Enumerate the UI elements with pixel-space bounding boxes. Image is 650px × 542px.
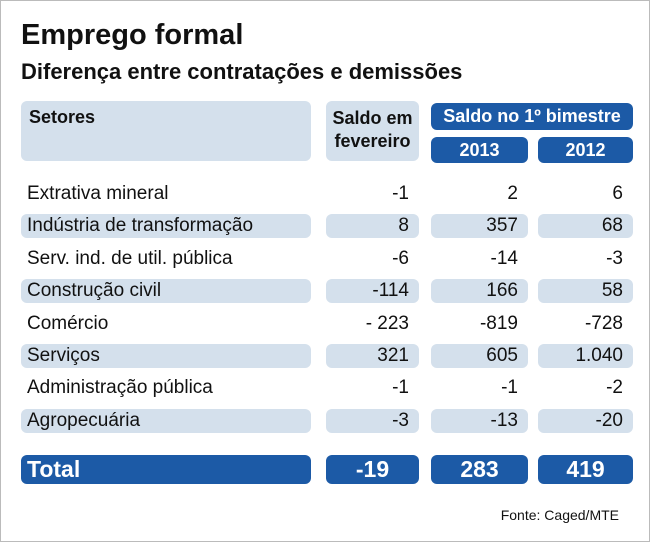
value-cell: 321 <box>326 344 419 368</box>
sector-cell: Administração pública <box>27 377 213 399</box>
value-cell: -819 <box>479 312 518 334</box>
sector-cell: Comércio <box>27 312 109 334</box>
sector-cell: Construção civil <box>21 279 311 304</box>
value-cell: 8 <box>326 214 419 239</box>
value-cell: 166 <box>431 279 528 304</box>
total-value: 419 <box>538 455 633 484</box>
sector-cell: Indústria de transformação <box>21 214 311 239</box>
value-cell: -1 <box>501 377 518 399</box>
february-header: Saldo em fevereiro <box>326 101 419 161</box>
title: Emprego formal <box>21 19 244 51</box>
value-cell: -6 <box>392 247 409 269</box>
value-cell: 58 <box>538 279 633 304</box>
source: Fonte: Caged/MTE <box>500 507 619 523</box>
total-value: 283 <box>431 455 528 484</box>
total-label: Total <box>21 455 311 484</box>
bimester-header: Saldo no 1º bimestre <box>431 103 633 130</box>
value-cell: -3 <box>326 408 419 433</box>
total-value: -19 <box>326 455 419 484</box>
value-cell: 6 <box>612 183 623 204</box>
value-cell: 357 <box>431 214 528 239</box>
value-cell: -2 <box>606 377 623 399</box>
year-header: 2013 <box>431 137 528 163</box>
value-cell: -1 <box>392 377 409 399</box>
value-cell: -3 <box>606 247 623 269</box>
sector-header: Setores <box>21 101 311 161</box>
sector-cell: Serv. ind. de util. pública <box>27 247 233 269</box>
sector-cell: Serviços <box>21 344 311 368</box>
value-cell: 605 <box>431 344 528 368</box>
value-cell: -1 <box>392 183 409 204</box>
sector-cell: Agropecuária <box>21 408 311 433</box>
value-cell: 68 <box>538 214 633 239</box>
value-cell: -114 <box>326 279 419 304</box>
value-cell: -728 <box>584 312 623 334</box>
value-cell: - 223 <box>365 312 409 334</box>
value-cell: -20 <box>538 408 633 433</box>
value-cell: -13 <box>431 408 528 433</box>
value-cell: -14 <box>490 247 518 269</box>
value-cell: 2 <box>507 183 518 204</box>
subtitle: Diferença entre contratações e demissões <box>21 59 463 84</box>
value-cell: 1.040 <box>538 344 633 368</box>
year-header: 2012 <box>538 137 633 163</box>
sector-cell: Extrativa mineral <box>27 183 169 204</box>
